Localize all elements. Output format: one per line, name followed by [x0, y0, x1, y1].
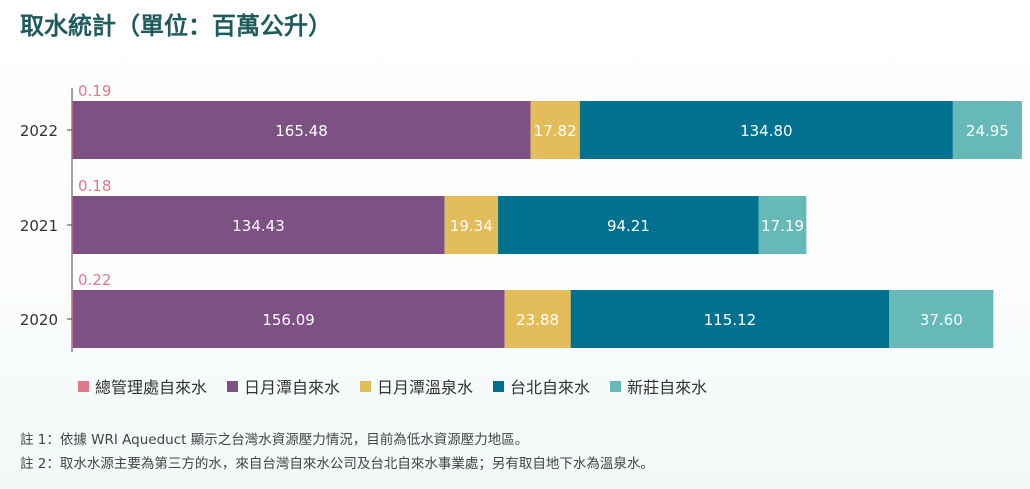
bar-segment: [504, 290, 571, 348]
bar-segment: [72, 196, 445, 254]
legend-item: 台北自來水: [493, 374, 590, 398]
legend-swatch: [610, 380, 622, 392]
bar-segment: [72, 101, 531, 159]
category-label: 2022: [20, 122, 58, 140]
bar-segment: [72, 196, 73, 254]
data-label: 115.12: [704, 311, 757, 329]
bar-segment: [444, 196, 499, 254]
data-label: 0.19: [78, 82, 111, 100]
legend-item: 新莊自來水: [610, 374, 707, 398]
footnote-1: 註 1：依據 WRI Aqueduct 顯示之台灣水資源壓力情況，目前為低水資源…: [20, 432, 529, 448]
legend-label: 日月潭溫泉水: [377, 378, 474, 397]
legend-label: 日月潭自來水: [244, 378, 341, 397]
data-label: 23.88: [516, 311, 559, 329]
bar-segment: [498, 196, 759, 254]
legend-swatch: [227, 380, 239, 392]
chart-legend: 總管理處自來水 日月潭自來水 日月潭溫泉水 台北自來水 新莊自來水: [78, 374, 707, 398]
legend-item: 日月潭自來水: [227, 374, 340, 398]
data-label: 94.21: [607, 217, 650, 235]
category-label: 2020: [20, 311, 58, 329]
legend-item: 總管理處自來水: [78, 374, 207, 398]
bar-segment: [952, 101, 1022, 159]
chart-title: 取水統計（單位：百萬公升）: [20, 11, 332, 40]
stacked-bar-chart: 2022 0.19 165.48 17.82 134.80 24.95 2021 0.18 13…: [20, 82, 1022, 352]
footnote-2: 註 2：取水水源主要為第三方的水，來自台灣自來水公司及台北自來水事業處；另有取自…: [20, 456, 654, 472]
data-label: 17.19: [761, 217, 804, 235]
bar-segment: [72, 290, 73, 348]
bar-segment: [530, 101, 580, 159]
data-label: 19.34: [450, 217, 493, 235]
bar-segment: [72, 290, 505, 348]
data-label: 37.60: [920, 311, 963, 329]
bar-segment: [72, 101, 73, 159]
bar-segment: [570, 290, 890, 348]
footnotes: 註 1：依據 WRI Aqueduct 顯示之台灣水資源壓力情況，目前為低水資源…: [20, 428, 654, 476]
data-label: 134.80: [740, 122, 793, 140]
data-label: 24.95: [966, 122, 1009, 140]
legend-label: 台北自來水: [510, 378, 591, 397]
data-label: 134.43: [232, 217, 285, 235]
data-label: 156.09: [262, 311, 315, 329]
bar-segment: [889, 290, 994, 348]
legend-label: 新莊自來水: [627, 378, 708, 397]
legend-item: 日月潭溫泉水: [360, 374, 473, 398]
data-label: 17.82: [534, 122, 577, 140]
data-label: 0.22: [78, 271, 111, 289]
category-label: 2021: [20, 217, 58, 235]
legend-swatch: [493, 380, 505, 392]
legend-swatch: [360, 380, 372, 392]
legend-label: 總管理處自來水: [95, 378, 208, 397]
data-label: 165.48: [275, 122, 328, 140]
legend-swatch: [78, 380, 89, 392]
data-label: 0.18: [78, 177, 111, 195]
bar-segment: [758, 196, 807, 254]
bar-segment: [579, 101, 953, 159]
